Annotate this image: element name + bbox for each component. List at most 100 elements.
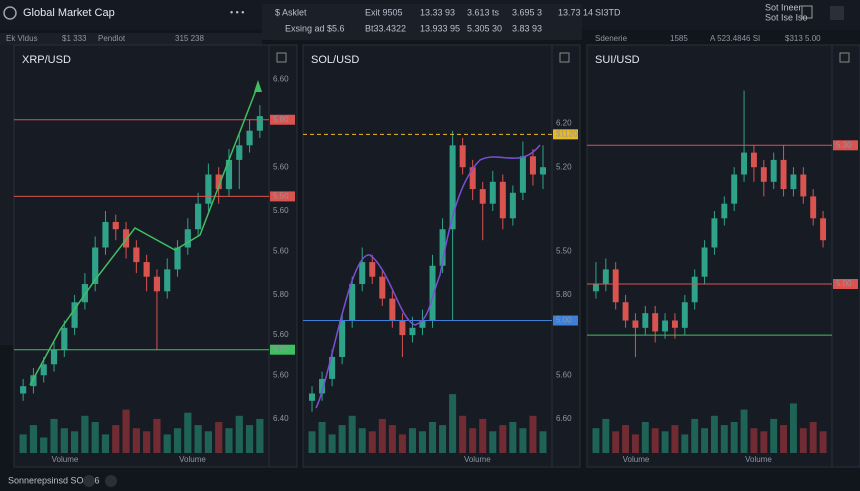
volume-bar	[429, 422, 437, 453]
volume-bar	[760, 431, 768, 453]
candle-body	[112, 221, 119, 230]
volume-bar	[81, 415, 89, 453]
volume-bar	[256, 418, 264, 453]
volume-bar	[631, 434, 639, 453]
candle-body	[133, 247, 140, 263]
volume-bar	[398, 434, 406, 453]
header-right: Sot Ineer	[765, 2, 802, 12]
candle-body	[236, 145, 243, 160]
y-tick-label: 6.60	[273, 75, 289, 84]
volume-bar	[378, 418, 386, 453]
price-tag	[833, 279, 858, 289]
y-tick-label: 5.60	[273, 246, 289, 255]
volume-bar	[671, 425, 679, 453]
ticker-sub: 5.305 30	[467, 23, 502, 33]
candle-body	[701, 247, 708, 277]
volume-bar	[539, 431, 547, 453]
ticker: 13.73 14	[558, 7, 593, 17]
toolbar-item: Ek Vldus	[6, 34, 38, 43]
y-tick-label: 6.60	[556, 414, 572, 423]
volume-bar	[641, 422, 649, 453]
trend-arrow	[254, 80, 262, 92]
volume-bar	[651, 428, 659, 453]
volume-bar	[819, 431, 827, 453]
volume-bar	[449, 394, 457, 453]
toolbar-item: Sdenerie	[595, 34, 628, 43]
volume-bar	[691, 418, 699, 453]
candle-body	[662, 320, 669, 332]
footer-text: Sonnerepsinsd SOS06	[8, 475, 100, 485]
candle-body	[174, 247, 181, 270]
candle-body	[102, 221, 109, 248]
candle-body	[61, 327, 68, 350]
volume-bar	[408, 428, 416, 453]
volume-bar	[338, 425, 346, 453]
volume-bar	[122, 409, 130, 453]
candle-body	[449, 145, 456, 230]
candle-body	[529, 156, 536, 175]
volume-bar	[388, 425, 396, 453]
chart-panel	[586, 44, 860, 468]
candle-body	[770, 159, 777, 182]
volume-bar	[348, 415, 356, 453]
y-tick-label: 6.20	[556, 119, 572, 128]
candle-body	[369, 262, 376, 277]
expand-icon[interactable]	[839, 52, 850, 63]
candle-body	[499, 181, 506, 219]
candle-body	[92, 247, 99, 284]
price-tag	[270, 114, 295, 125]
price-tag	[270, 191, 295, 202]
candle-body	[652, 313, 659, 332]
volume-label: Volume	[179, 455, 206, 464]
panel-title: SOL/USD	[311, 54, 359, 66]
candle-body	[419, 320, 426, 328]
volume-bar	[622, 425, 630, 453]
candle-body	[539, 167, 546, 175]
y-tick-label: 5.60	[556, 370, 572, 379]
toolbar-item: 315 238	[175, 34, 204, 43]
trend-line	[29, 84, 259, 386]
menu-dots[interactable]: • • •	[230, 7, 244, 17]
volume-bar	[215, 422, 223, 453]
volume-bar	[720, 425, 728, 453]
expand-icon[interactable]	[276, 52, 287, 63]
toolbar-item: $1 333	[62, 34, 87, 43]
footer-button[interactable]	[83, 475, 95, 487]
expand-icon[interactable]	[559, 52, 570, 63]
price-tag-label: 5.00	[836, 279, 852, 288]
volume-bar	[780, 425, 788, 453]
volume-bar	[459, 415, 467, 453]
volume-bar	[439, 425, 447, 453]
candle-body	[40, 364, 47, 376]
candle-body	[489, 181, 496, 204]
candle-body	[519, 156, 526, 193]
y-tick-label: 5.80	[273, 290, 289, 299]
y-tick-label: 5.20	[556, 162, 572, 171]
toolbar	[0, 33, 262, 45]
volume-bar	[50, 418, 58, 453]
grid-icon[interactable]	[830, 6, 844, 20]
footer-button[interactable]	[105, 475, 117, 487]
candle-body	[319, 378, 326, 394]
candle-body	[195, 203, 202, 230]
calendar-icon[interactable]	[801, 5, 813, 19]
volume-bar	[469, 428, 477, 453]
candle-body	[790, 174, 797, 190]
candle-body	[225, 159, 233, 190]
volume-bar	[163, 434, 171, 453]
candle-body	[429, 265, 436, 321]
candle-body	[309, 393, 316, 401]
volume-bar	[91, 422, 99, 453]
volume-bar	[592, 428, 600, 453]
volume-bar	[101, 434, 110, 453]
volume-bar	[358, 428, 366, 453]
candle-body	[389, 298, 396, 321]
volume-bar	[173, 428, 182, 453]
volume-bar	[789, 403, 797, 453]
volume-bar	[661, 431, 669, 453]
volume-bar	[318, 422, 326, 453]
volume-bar	[29, 425, 38, 453]
price-tag	[553, 129, 578, 140]
volume-bar	[499, 425, 507, 453]
price-tag	[833, 140, 858, 151]
